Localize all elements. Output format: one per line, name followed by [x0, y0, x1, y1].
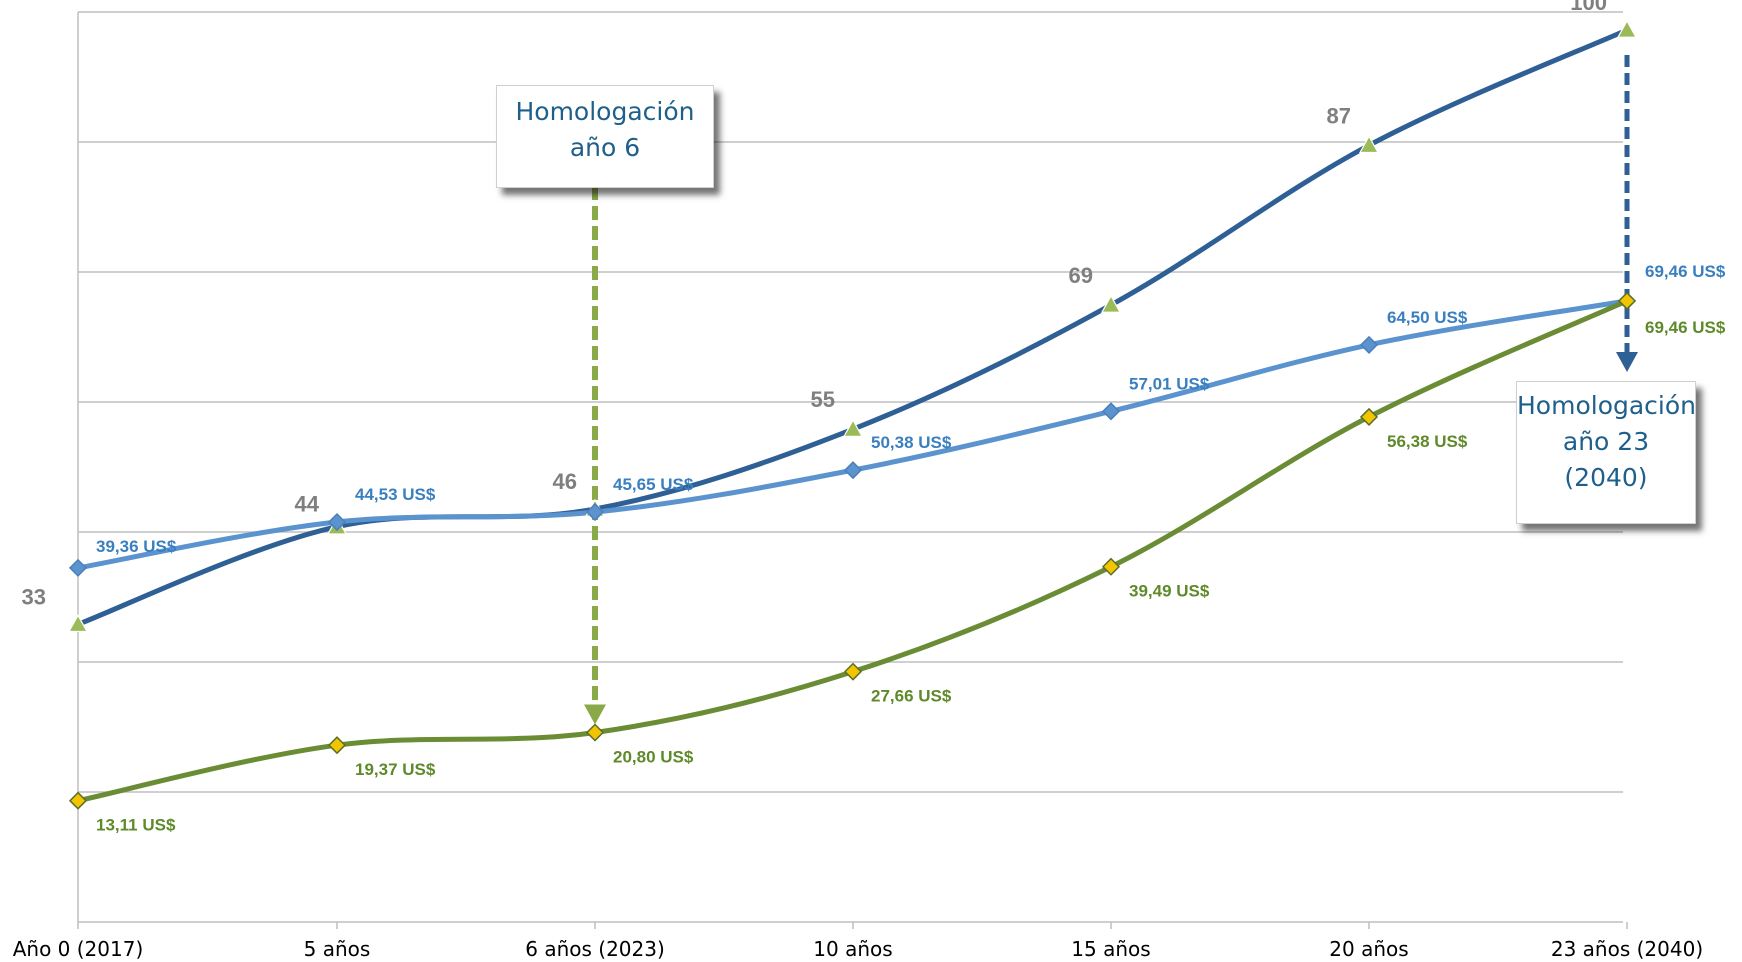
diamond-marker	[1101, 557, 1121, 576]
diamond-marker	[68, 558, 88, 577]
triangle-marker	[842, 418, 864, 437]
data-label: 100	[1570, 0, 1607, 15]
callout-2-line-1: Homologación	[1517, 391, 1697, 420]
callout-1-line-2: año 6	[569, 133, 641, 162]
series-index-line	[75, 27, 1630, 627]
triangle-marker	[1616, 19, 1638, 38]
callout-homologacion-ano-23: Homologación año 23 (2040)	[1516, 381, 1696, 524]
diamond-marker	[1101, 402, 1121, 421]
callout-2-line-3: (2040)	[1564, 463, 1648, 492]
diamond-marker	[585, 723, 605, 742]
data-label: 56,38 US$	[1387, 432, 1468, 451]
diamond-marker	[843, 662, 863, 681]
annotation-arrowhead-1	[584, 704, 606, 725]
diamond-marker	[843, 461, 863, 480]
data-label: 44,53 US$	[355, 485, 436, 504]
data-label: 69,46 US$	[1645, 318, 1726, 337]
annotation-arrowhead-2	[1616, 352, 1638, 372]
data-label: 87	[1327, 103, 1351, 128]
x-tick-label: 6 años (2023)	[525, 937, 665, 961]
x-tick-label: Año 0 (2017)	[13, 937, 144, 961]
diamond-marker	[1617, 291, 1637, 310]
triangle-marker	[1358, 135, 1380, 154]
x-axis: Año 0 (2017) 5 años 6 años (2023) 10 años 15…	[13, 921, 1703, 961]
series-lines	[75, 27, 1630, 804]
data-label: 27,66 US$	[871, 687, 952, 706]
data-label: 69	[1069, 263, 1093, 288]
x-tick-label: 10 años	[813, 937, 892, 961]
data-label: 64,50 US$	[1387, 308, 1468, 327]
triangle-marker	[1100, 294, 1122, 313]
data-label: 13,11 US$	[96, 816, 176, 835]
series-markers	[67, 19, 1638, 810]
data-label: 50,38 US$	[871, 433, 952, 452]
diamond-marker	[585, 503, 605, 522]
diamond-marker	[1359, 335, 1379, 354]
data-label: 33	[22, 584, 46, 609]
data-label: 46	[553, 469, 577, 494]
data-label: 39,49 US$	[1129, 582, 1210, 601]
annotation-arrows	[584, 55, 1638, 725]
triangle-marker	[67, 614, 89, 633]
data-label: 57,01 US$	[1129, 374, 1210, 393]
x-tick-label: 5 años	[304, 937, 371, 961]
data-label: 45,65 US$	[613, 475, 694, 494]
data-label: 19,37 US$	[355, 760, 436, 779]
data-labels: 33 44 46 55 69 87 100 39,36 US$ 44,53 US$ 45,65 U…	[22, 0, 1726, 835]
x-tick-label: 15 años	[1071, 937, 1150, 961]
diamond-marker	[68, 791, 88, 810]
callout-homologacion-ano-6: Homologación año 6	[496, 85, 714, 188]
data-label: 44	[295, 492, 320, 517]
callout-2-line-2: año 23	[1562, 427, 1650, 456]
diamond-marker	[327, 512, 347, 532]
diamond-marker	[327, 736, 347, 755]
series-green-line	[75, 298, 1630, 804]
data-label: 20,80 US$	[613, 748, 694, 767]
data-label: 69,46 US$	[1645, 262, 1726, 281]
data-label: 39,36 US$	[96, 537, 177, 556]
x-tick-label: 23 años (2040)	[1551, 937, 1703, 961]
diamond-marker	[1359, 407, 1379, 426]
callout-1-line-1: Homologación	[515, 97, 695, 126]
x-tick-label: 20 años	[1329, 937, 1408, 961]
data-label: 55	[811, 387, 835, 412]
